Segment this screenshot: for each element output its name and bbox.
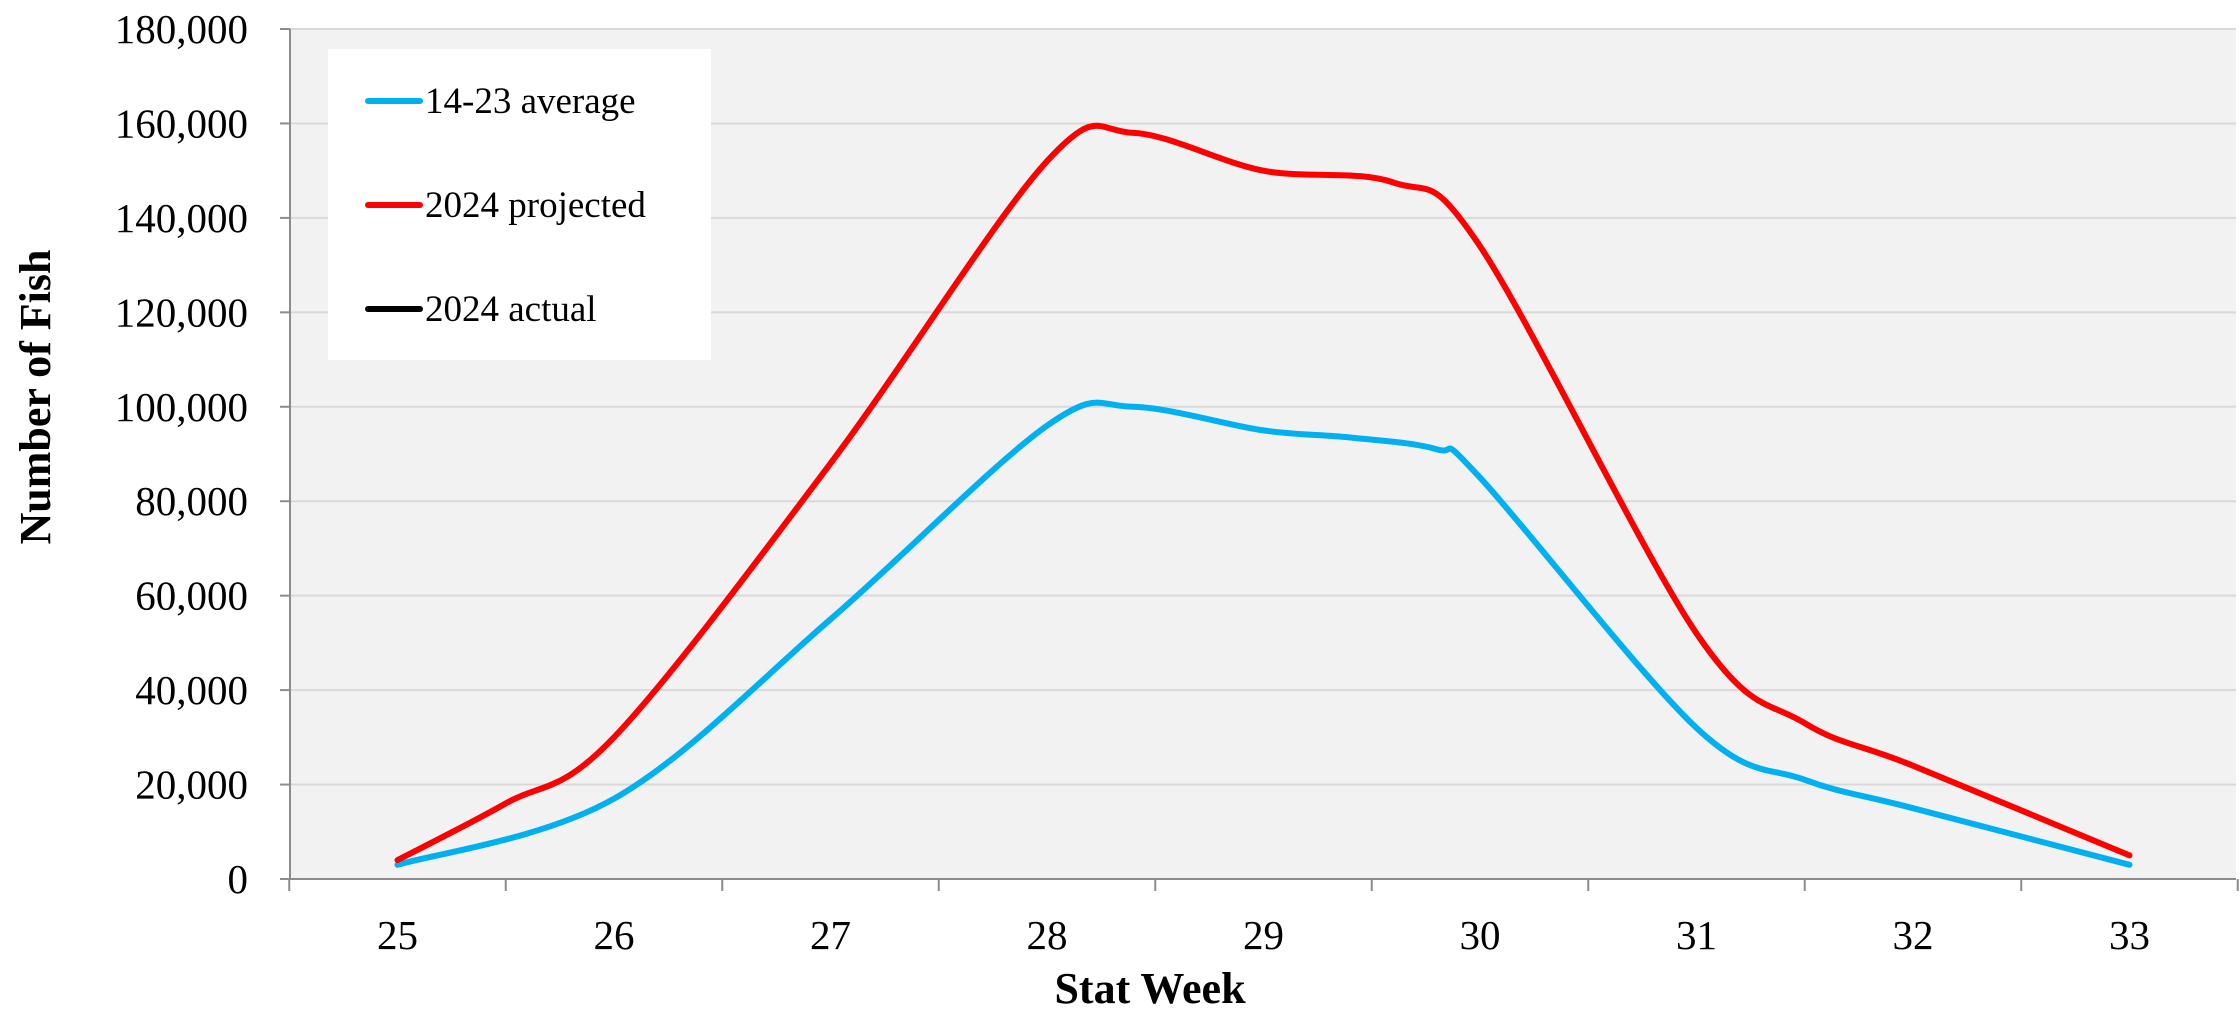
x-tick-label: 30 xyxy=(1460,912,1501,958)
legend: 14-23 average 2024 projected 2024 actual xyxy=(328,49,711,360)
x-tick-label: 33 xyxy=(2109,912,2150,958)
y-axis-title: Number of Fish xyxy=(11,250,60,545)
axes xyxy=(280,28,2239,891)
x-tick-label: 29 xyxy=(1243,912,1284,958)
y-tick-label: 40,000 xyxy=(135,667,248,713)
x-tick-label: 25 xyxy=(377,912,418,958)
x-tick-label: 31 xyxy=(1676,912,1717,958)
y-tick-label: 60,000 xyxy=(135,573,248,619)
y-tick-label: 20,000 xyxy=(135,762,248,808)
x-tick-label: 28 xyxy=(1027,912,1068,958)
y-tick-label: 80,000 xyxy=(135,478,248,524)
series-lines xyxy=(394,122,2133,868)
y-tick-label: 180,000 xyxy=(115,6,248,52)
x-tick-label: 26 xyxy=(594,912,635,958)
legend-label-2024-projected: 2024 projected xyxy=(425,185,646,226)
series-line-2024-projected xyxy=(394,122,2133,864)
legend-label-2024-actual: 2024 actual xyxy=(425,289,597,330)
x-axis-title: Stat Week xyxy=(1054,964,1246,1013)
y-tick-label: 0 xyxy=(228,856,249,902)
series-line-14-23-average xyxy=(394,399,2133,868)
y-tick-label: 120,000 xyxy=(115,289,248,335)
y-tick-labels: 0 20,000 40,000 60,000 80,000 100,000 120,000 1… xyxy=(115,6,248,902)
x-tick-labels: 25 26 27 28 29 30 31 32 33 xyxy=(377,912,2150,958)
y-tick-label: 140,000 xyxy=(115,195,248,241)
y-tick-label: 160,000 xyxy=(115,100,248,146)
x-tick-label: 27 xyxy=(810,912,851,958)
y-tick-label: 100,000 xyxy=(115,384,248,430)
legend-label-14-23-average: 14-23 average xyxy=(425,81,636,122)
x-tick-label: 32 xyxy=(1893,912,1934,958)
